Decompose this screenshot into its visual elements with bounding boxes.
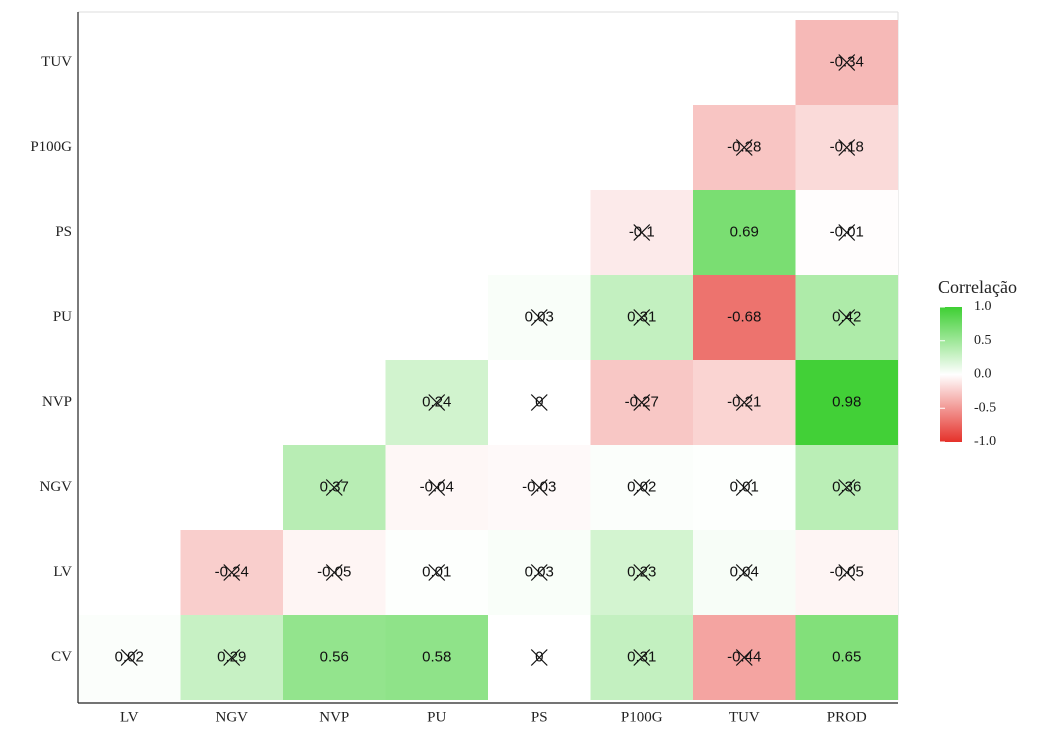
x-tick-label: LV [120,709,139,725]
cell-label: 0.98 [832,393,861,410]
insignificance-cross [735,139,753,156]
y-tick-label: CV [51,649,72,665]
cell [795,360,898,445]
colorbar [940,307,962,442]
x-tick-label: PU [427,709,446,725]
y-tick-label: PS [55,224,72,240]
insignificance-cross [325,564,343,581]
insignificance-cross [735,479,753,496]
x-tick-label: PROD [827,709,867,725]
colorbar-label: 1.0 [974,299,992,314]
insignificance-cross [223,649,241,666]
y-tick-label: PU [53,309,72,325]
x-tick-label: TUV [729,709,760,725]
insignificance-cross [633,394,651,411]
y-tick-label: P100G [30,139,72,155]
colorbar-label: 0.5 [974,333,992,348]
insignificance-cross [735,649,753,666]
cell-label: -0.68 [727,308,761,325]
insignificance-cross [735,564,753,581]
cell-label: 0.65 [832,648,861,665]
insignificance-cross [428,564,446,581]
cell [283,615,386,700]
colorbar-label: 0.0 [974,367,992,382]
cell [795,615,898,700]
y-tick-label: NGV [40,479,73,495]
insignificance-cross [223,564,241,581]
insignificance-cross [530,309,548,326]
insignificance-cross [120,649,138,666]
insignificance-cross [838,309,856,326]
y-tick-label: NVP [42,394,72,410]
y-tick-label: LV [53,564,72,580]
insignificance-cross [530,479,548,496]
insignificance-cross [838,224,856,241]
cell-label: 0.69 [730,223,759,240]
y-tick-label: TUV [41,54,72,70]
x-tick-label: NVP [319,709,349,725]
insignificance-cross [325,479,343,496]
cell-label: 0.56 [320,648,349,665]
x-tick-label: P100G [621,709,663,725]
insignificance-cross [428,394,446,411]
insignificance-cross [530,649,548,666]
x-tick-label: NGV [216,709,249,725]
insignificance-cross [838,479,856,496]
insignificance-cross [633,649,651,666]
colorbar-label: -0.5 [974,400,996,415]
insignificance-cross [530,394,548,411]
insignificance-cross [530,564,548,581]
insignificance-cross [633,309,651,326]
insignificance-cross [633,564,651,581]
x-tick-label: PS [531,709,548,725]
insignificance-cross [633,479,651,496]
insignificance-cross [838,139,856,156]
insignificance-cross [735,394,753,411]
colorbar-label: -1.0 [974,434,996,449]
legend-title: Correlação [938,277,1017,297]
insignificance-cross [838,564,856,581]
cell [385,615,488,700]
insignificance-cross [838,54,856,71]
insignificance-cross [428,479,446,496]
cell [693,275,796,360]
cell-label: 0.58 [422,648,451,665]
cell [693,190,796,275]
insignificance-cross [633,224,651,241]
